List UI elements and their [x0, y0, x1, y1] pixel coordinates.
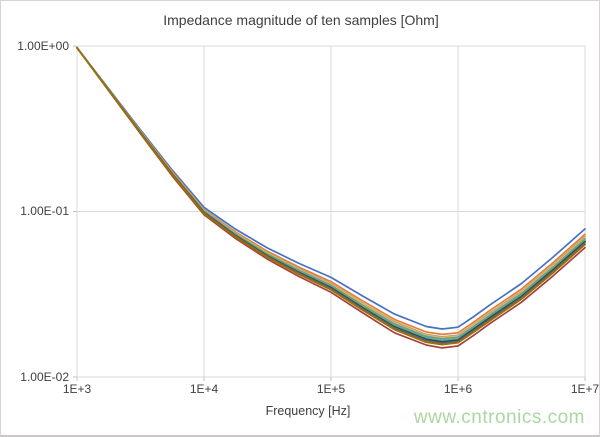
y-tick-label-1e-1: 1.00E-01 [20, 204, 69, 218]
x-tick-label-1e6: 1E+6 [443, 382, 473, 396]
x-tick-label-1e7: 1E+7 [570, 382, 600, 396]
x-axis-title: Frequency [Hz] [265, 404, 351, 418]
watermark-text: www.cntronics.com [413, 407, 585, 428]
series-line-10 [76, 46, 586, 346]
y-tick-label-1e-2: 1.00E-02 [20, 370, 69, 384]
x-tick-label-1e3: 1E+3 [62, 382, 92, 396]
series-line-1 [76, 46, 586, 330]
chart-title: Impedance magnitude of ten samples [Ohm] [163, 12, 439, 28]
x-tick-label-1e5: 1E+5 [316, 382, 346, 396]
plot-border [76, 45, 586, 378]
y-tick-label-1e0: 1.00E+00 [17, 39, 69, 53]
x-tick-label-1e4: 1E+4 [189, 382, 219, 396]
